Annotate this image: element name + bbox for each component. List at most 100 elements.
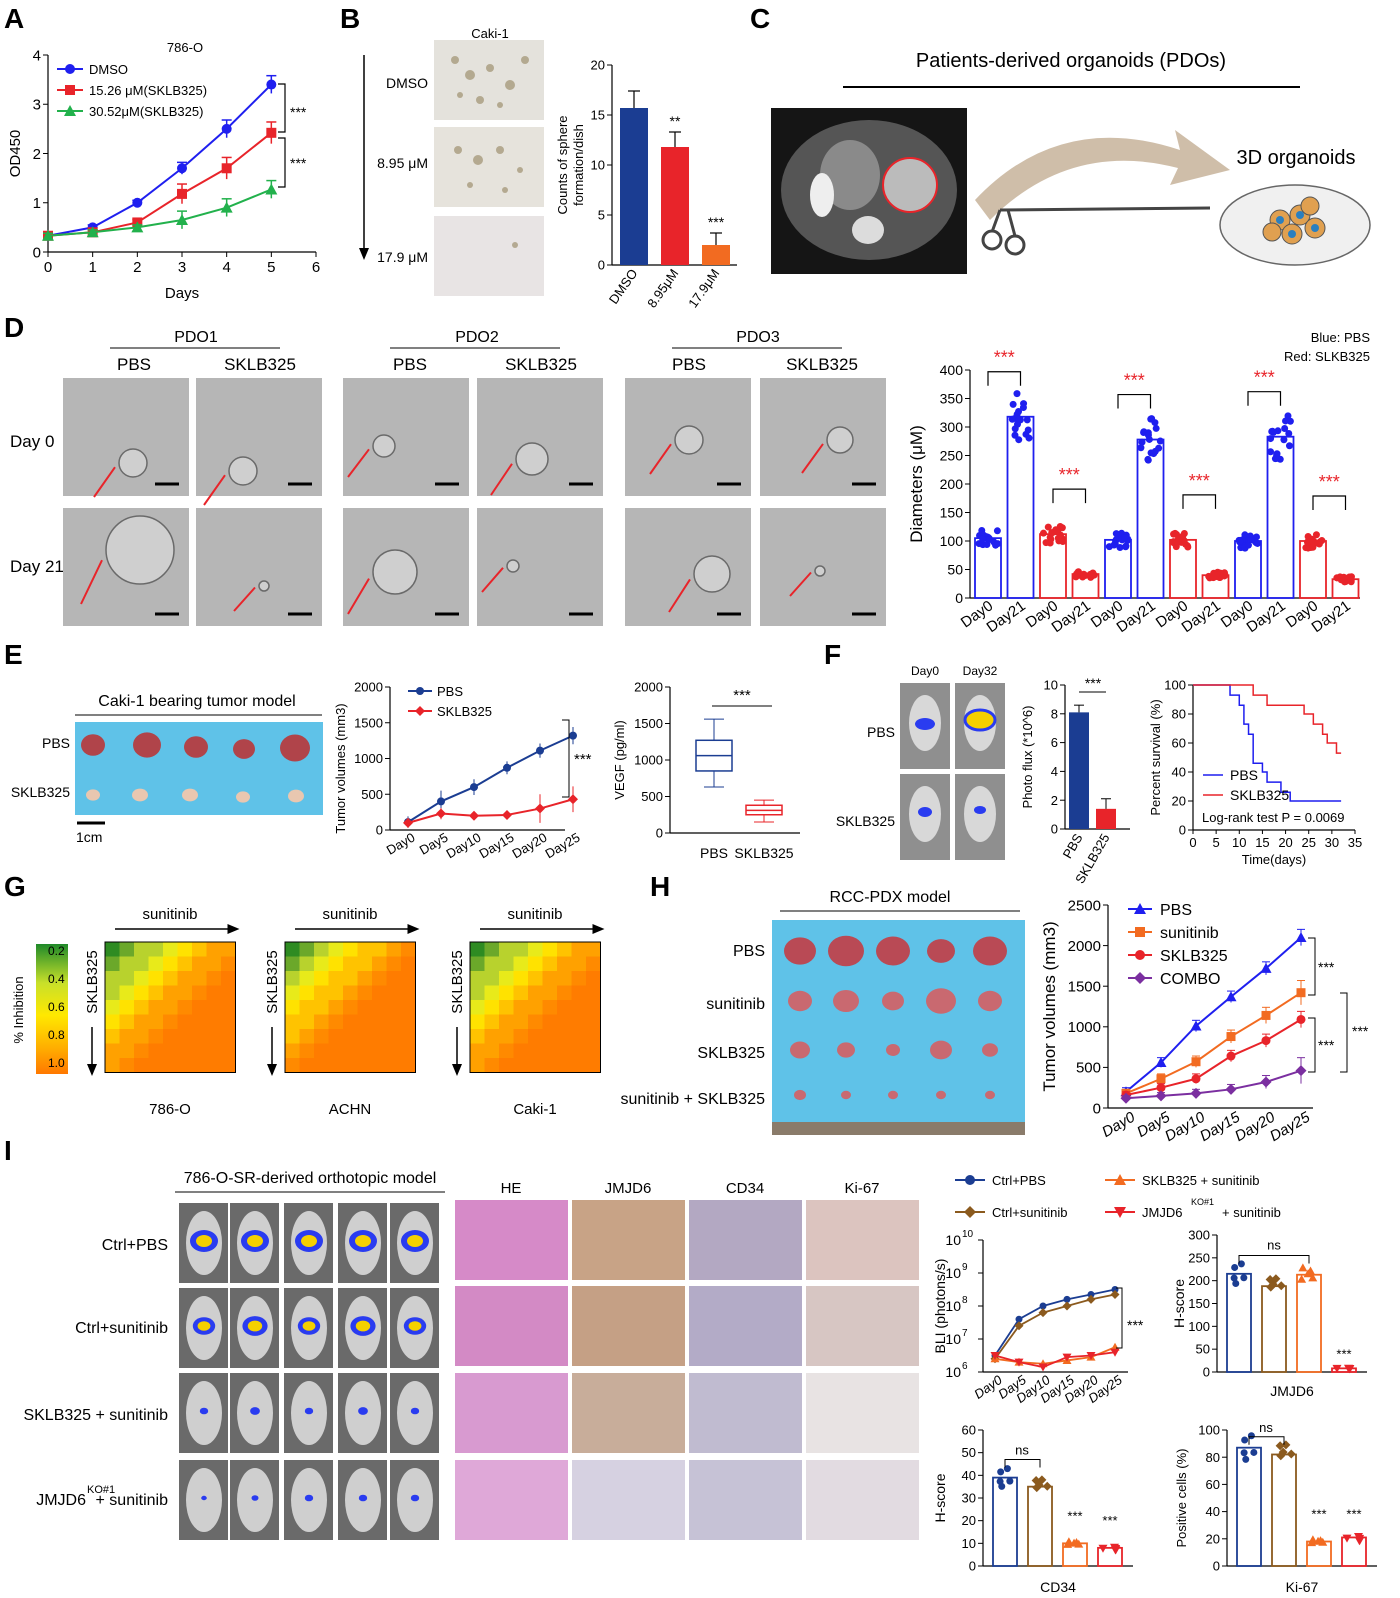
heatmap-frame [104, 941, 236, 1073]
panel-f-surv-xtick: 10 [1232, 835, 1246, 850]
heatmap-x-arrow-head [407, 924, 420, 934]
heatmap-cell [148, 956, 164, 972]
tumor-h [973, 936, 1007, 966]
heatmap-cell [357, 1029, 373, 1044]
heatmap-cell [177, 985, 193, 1001]
panel-d-point [1039, 529, 1047, 537]
panel-i-bli-ytick-base: 10 [945, 1331, 961, 1347]
heatmap-cell [557, 1058, 572, 1073]
heatmap-cell [557, 1014, 572, 1030]
heatmap-cell [542, 956, 558, 972]
sphere-image-dmso [434, 40, 544, 120]
bli-signal-core [355, 1235, 371, 1247]
heatmap-cell [134, 1029, 149, 1044]
jmjd6-text: JMJD6 [36, 1492, 86, 1509]
heatmap-cell [528, 971, 543, 986]
panel-b-category: 17.9μM [685, 266, 722, 310]
panel-b-ytick-label: 0 [598, 258, 605, 273]
colorbar-gradient [36, 944, 68, 1074]
panel-h-point [1261, 1036, 1271, 1046]
panel-d-point [1025, 434, 1033, 442]
bli-signal-core [306, 1409, 312, 1413]
heatmap-cell [119, 1058, 135, 1073]
panel-f-bar-ytick-label: 10 [1044, 678, 1058, 693]
panel-d-sig: *** [1254, 368, 1275, 388]
panel-f-bar-ytick-label: 2 [1051, 793, 1058, 808]
panel-e-line-ytick-label: 1500 [354, 715, 383, 730]
heatmap-cell [571, 1014, 587, 1030]
heatmap-cell [470, 942, 485, 957]
panel-f-surv-xlabel: Time(days) [1242, 852, 1307, 867]
panel-d-point [1269, 428, 1277, 436]
panel-h-point [1155, 1057, 1167, 1068]
heatmap-cell [401, 985, 416, 1001]
heatmap-cell [542, 1029, 558, 1044]
heatmap-cell [557, 971, 572, 986]
panel-i-bli-point [1063, 1295, 1071, 1303]
panel-i-jmjd6_chart-bar [1261, 1285, 1287, 1373]
panel-i-bli-point [1039, 1302, 1047, 1310]
panel-f-category: PBS [1060, 831, 1086, 861]
panel-f-bar-ytick-label: 4 [1051, 764, 1058, 779]
heatmap-cell [134, 1014, 149, 1030]
heatmap-cell [357, 942, 373, 957]
pdo3-sklb-label: SKLB325 [786, 355, 858, 374]
heatmap-cell [372, 1058, 387, 1073]
heatmap-cell [285, 1043, 300, 1059]
panel-label-a: A [4, 3, 24, 34]
panel-i-jmjd6_chart-point [1306, 1266, 1316, 1275]
panel-i-bli-point [1038, 1308, 1048, 1318]
panel-d-point [1144, 456, 1152, 464]
panel-d-point [1147, 415, 1155, 423]
panel-d-sig: *** [1124, 371, 1145, 391]
heatmap-cell [177, 1043, 193, 1059]
legend-plus-sunitinib: + sunitinib [1222, 1205, 1281, 1220]
heatmap-cell [484, 1000, 500, 1015]
heatmap-cell [586, 1043, 601, 1059]
panel-d-point [1112, 530, 1120, 538]
panel-b-bar [702, 245, 730, 265]
bli-signal-core [360, 1496, 366, 1500]
panel-a-series-line [47, 83, 273, 237]
panel-d-point [1267, 448, 1275, 456]
heatmap-cell [299, 942, 315, 957]
tumor-e [288, 789, 304, 803]
panel-d-point [1015, 415, 1023, 423]
heatmap-cell [206, 1029, 222, 1044]
heatmap-cell [163, 985, 178, 1001]
panel-e-point [469, 810, 479, 821]
panel-h-ytick-label: 1000 [1068, 1019, 1101, 1036]
panel-i-ki67_chart-xlabel: Ki-67 [1286, 1579, 1319, 1595]
panel-h-sig: *** [1352, 1023, 1369, 1039]
heatmap-cell [119, 942, 135, 957]
panel-a-legend-marker [64, 105, 76, 116]
bli-signal-core [301, 1235, 317, 1247]
panel-a-xtick-label: 4 [222, 259, 230, 276]
panel-i-cd34_chart-point [1098, 1544, 1108, 1553]
heatmap-cell [484, 1029, 500, 1044]
panel-d-ylabel: Diameters (μM) [907, 425, 926, 542]
tumor-h [926, 988, 956, 1014]
panel-h-ytick-label: 1500 [1068, 978, 1101, 995]
heatmap-frame [469, 941, 601, 1073]
panel-h-point [1156, 1074, 1166, 1084]
panel-d-point [1236, 537, 1244, 545]
panel-d-ytick-label: 0 [955, 590, 963, 606]
stain-image [689, 1200, 802, 1280]
panel-e-line-ytick-label: 0 [376, 823, 383, 838]
heatmap-y-arrow-head [452, 1064, 462, 1076]
pdo-arrow [789, 571, 812, 597]
panel-label-d: D [4, 312, 24, 343]
panel-e-line-ytick-label: 1000 [354, 751, 383, 766]
panel-d-point [1015, 408, 1023, 416]
heatmap-cell [343, 1029, 358, 1044]
panel-e-legend-label: SKLB325 [437, 704, 492, 719]
panel-label-c: C [750, 3, 770, 34]
panel-a-legend-marker [65, 64, 75, 74]
ct-spine [852, 216, 884, 244]
pdo-arrow [203, 474, 226, 506]
panel-h-ytick-label: 0 [1093, 1100, 1101, 1117]
pdo3-pbs-label: PBS [672, 355, 706, 374]
heatmap-cell [299, 956, 315, 972]
heatmap-cell [285, 1029, 300, 1044]
